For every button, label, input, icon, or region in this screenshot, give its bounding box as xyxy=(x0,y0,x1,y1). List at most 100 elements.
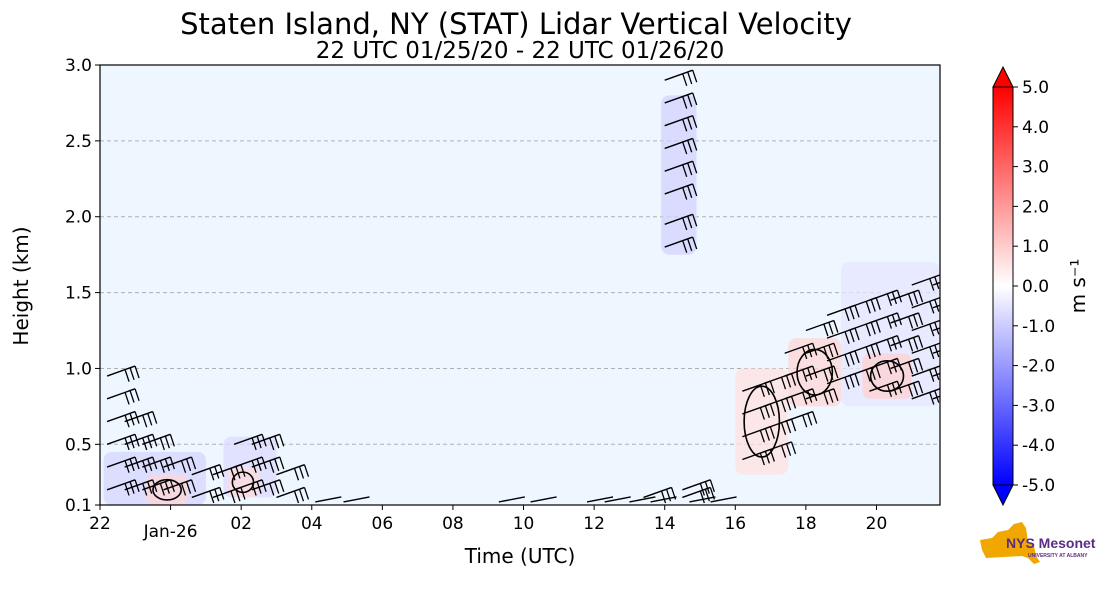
barb-flag xyxy=(886,339,893,352)
barb-flag xyxy=(240,464,246,477)
barb-staff xyxy=(276,486,305,499)
barb-staff xyxy=(869,357,898,370)
barb-flag xyxy=(692,92,698,106)
surface-barb xyxy=(604,496,631,503)
y-tick-label: 0.5 xyxy=(65,435,92,455)
surface-barb xyxy=(629,496,656,503)
barb-flag xyxy=(807,344,813,358)
barb-flag xyxy=(274,481,280,494)
wind-barb xyxy=(251,456,285,473)
barb-flag xyxy=(682,141,688,155)
barb-staff xyxy=(911,297,940,309)
barb-flag xyxy=(687,71,693,85)
barb-flag xyxy=(692,214,698,227)
y-axis: 0.1 0.5 1.0 1.5 2.0 2.5 3.0 xyxy=(65,56,100,516)
barb-flag xyxy=(219,464,225,477)
barb-flag xyxy=(759,407,765,420)
barb-flag xyxy=(951,347,955,359)
barb-flag xyxy=(849,352,855,365)
colorbar-tick-label: -2.0 xyxy=(1022,357,1055,377)
barb-staff xyxy=(106,433,136,445)
barb-staff xyxy=(251,433,281,445)
barb-flag xyxy=(142,414,148,428)
barb-staff xyxy=(682,479,711,491)
barb-flag xyxy=(764,451,770,464)
barb-flag xyxy=(699,490,705,504)
barb-flag xyxy=(823,369,829,382)
barb-staff xyxy=(664,137,693,150)
x-date-label: Jan-26 xyxy=(143,522,198,542)
barb-flag xyxy=(219,487,225,500)
wind-barb xyxy=(142,456,175,473)
barb-flag xyxy=(812,411,818,424)
barb-flag xyxy=(303,464,310,477)
barb-flag xyxy=(807,390,813,403)
barb-staff xyxy=(124,433,153,445)
wind-barb xyxy=(911,365,940,382)
barb-flag xyxy=(190,456,197,470)
barb-flag xyxy=(169,479,175,493)
barb-flag xyxy=(682,73,688,86)
wind-barb xyxy=(932,327,940,332)
barb-flag xyxy=(692,138,698,151)
barb-flag xyxy=(692,161,698,174)
barb-flag xyxy=(870,322,876,335)
barb-flag xyxy=(907,339,914,352)
colorbar-label: m s⁻¹ xyxy=(1066,259,1090,314)
barb-flag xyxy=(129,367,135,381)
barb-flag xyxy=(891,360,898,373)
barb-staff xyxy=(869,289,898,301)
colorbar-ticks: 5.0 4.0 3.0 2.0 1.0 0.0 -1.0 -2.0 -3.0 -4.0 -5.0 xyxy=(1013,78,1055,496)
barb-flag xyxy=(159,460,165,473)
barb-flag xyxy=(159,483,165,496)
barb-staff xyxy=(251,479,281,491)
y-tick-label: 0.1 xyxy=(65,496,92,516)
barb-staff xyxy=(106,410,136,423)
surface-barb xyxy=(650,496,677,503)
barb-staff xyxy=(932,395,940,400)
barb-flag xyxy=(961,298,965,310)
barb-flag xyxy=(235,489,241,502)
barb-flag xyxy=(269,460,275,473)
y-tick-label: 1.0 xyxy=(65,359,92,379)
wind-barb xyxy=(191,463,225,481)
barb-flag xyxy=(785,375,792,388)
wind-barb xyxy=(784,365,818,382)
barb-flag xyxy=(812,388,818,401)
barb-staff xyxy=(233,456,263,468)
barb-flag xyxy=(764,428,770,441)
barb-flag xyxy=(298,489,305,502)
barb-staff xyxy=(163,456,192,468)
wind-barb xyxy=(869,289,903,306)
barb-flag xyxy=(934,344,940,358)
contour-line xyxy=(869,360,905,393)
wind-barb xyxy=(890,335,924,352)
barb-flag xyxy=(891,337,898,350)
barb-flag xyxy=(896,289,903,303)
wind-barb xyxy=(276,463,310,481)
barb-flag xyxy=(190,479,197,493)
barb-flag xyxy=(865,346,871,360)
barb-flag xyxy=(865,369,871,382)
barb-flag xyxy=(849,375,855,388)
barb-staff xyxy=(664,236,693,248)
barb-flag xyxy=(896,358,903,371)
wind-barb xyxy=(742,380,775,398)
wind-barb xyxy=(932,347,955,359)
barb-flag xyxy=(865,323,871,337)
x-tick-label: 20 xyxy=(866,514,888,534)
barb-flag xyxy=(279,479,285,493)
barb-flag xyxy=(269,483,275,496)
wind-barb xyxy=(932,281,940,286)
barb-flag xyxy=(907,384,914,398)
barb-staff xyxy=(142,456,171,468)
wind-barb xyxy=(276,486,310,504)
barb-staff xyxy=(932,372,940,377)
barb-flag xyxy=(790,396,797,409)
wind-barb xyxy=(890,357,924,375)
barb-flag xyxy=(134,365,140,379)
surface-barb xyxy=(315,496,342,503)
wind-barb xyxy=(163,456,197,473)
barb-staff xyxy=(784,342,813,354)
barb-flag xyxy=(209,490,215,504)
